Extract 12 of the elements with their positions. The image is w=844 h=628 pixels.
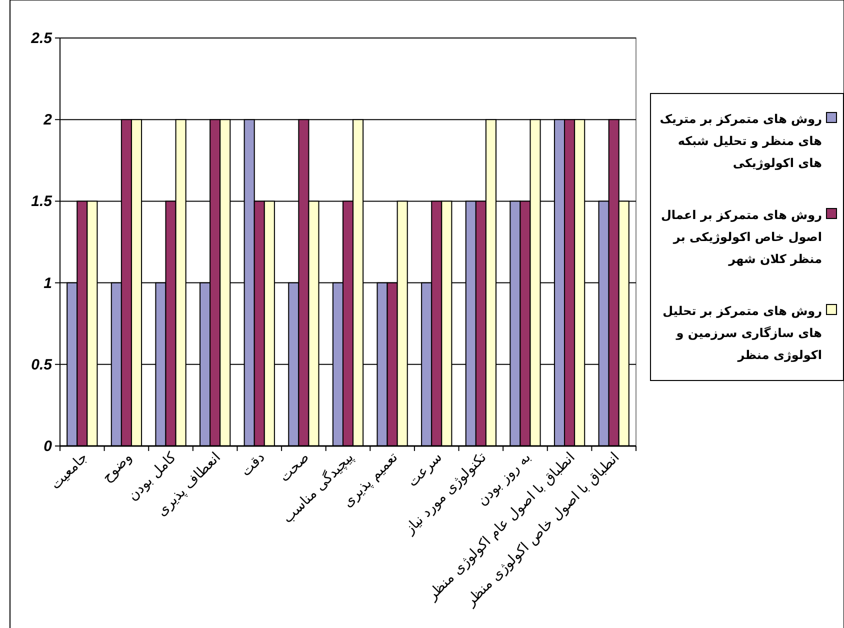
y-tick-label: 2	[42, 112, 53, 129]
x-tick-label: صحت	[276, 450, 313, 486]
x-tick-label: سرعت	[404, 450, 446, 490]
x-tick-label: دقت	[238, 450, 268, 480]
legend-label: روش های متمرکز بر اعمال اصول خاص اکولوژیکی بر منظر کلان شهر	[660, 207, 822, 268]
y-tick-label: 1	[44, 274, 52, 292]
legend-label: روش های متمرکز بر تحلیل های سازگاری سرزمین و اکولوژی منظر	[662, 303, 822, 364]
x-tick-label: وضوح	[99, 450, 136, 486]
y-tick-label: 1.5	[31, 193, 53, 210]
y-tick-label: 0.5	[31, 356, 53, 374]
legend-label: روش های متمرکز بر متریک های منظر و تحلیل شبکه های اکولوژیکی	[658, 111, 822, 172]
y-tick-label: 2.5	[30, 30, 53, 47]
